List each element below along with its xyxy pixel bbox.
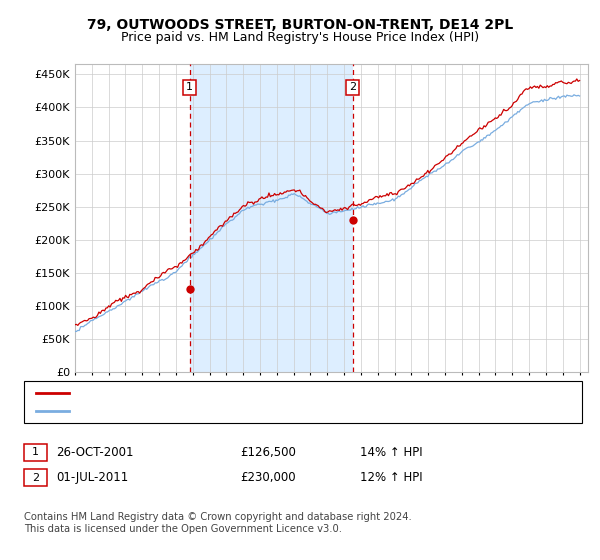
Bar [190,64,353,372]
Text: HPI: Average price, detached house, East Staffordshire: HPI: Average price, detached house, East… [75,407,381,417]
Text: 1: 1 [32,447,39,458]
Text: 79, OUTWOODS STREET, BURTON-ON-TRENT, DE14 2PL: 79, OUTWOODS STREET, BURTON-ON-TRENT, DE… [87,18,513,32]
Text: Price paid vs. HM Land Registry's House Price Index (HPI): Price paid vs. HM Land Registry's House … [121,31,479,44]
Text: Contains HM Land Registry data © Crown copyright and database right 2024.
This d: Contains HM Land Registry data © Crown c… [24,512,412,534]
Text: 2: 2 [32,473,39,483]
Text: 14% ↑ HPI: 14% ↑ HPI [360,446,422,459]
Text: 26-OCT-2001: 26-OCT-2001 [56,446,133,459]
Text: 12% ↑ HPI: 12% ↑ HPI [360,471,422,484]
Text: 1: 1 [186,82,193,92]
Text: £126,500: £126,500 [240,446,296,459]
Text: 01-JUL-2011: 01-JUL-2011 [56,471,128,484]
Text: 79, OUTWOODS STREET, BURTON-ON-TRENT, DE14 2PL (detached house): 79, OUTWOODS STREET, BURTON-ON-TRENT, DE… [75,388,487,398]
Text: £230,000: £230,000 [240,471,296,484]
Text: 2: 2 [349,82,356,92]
